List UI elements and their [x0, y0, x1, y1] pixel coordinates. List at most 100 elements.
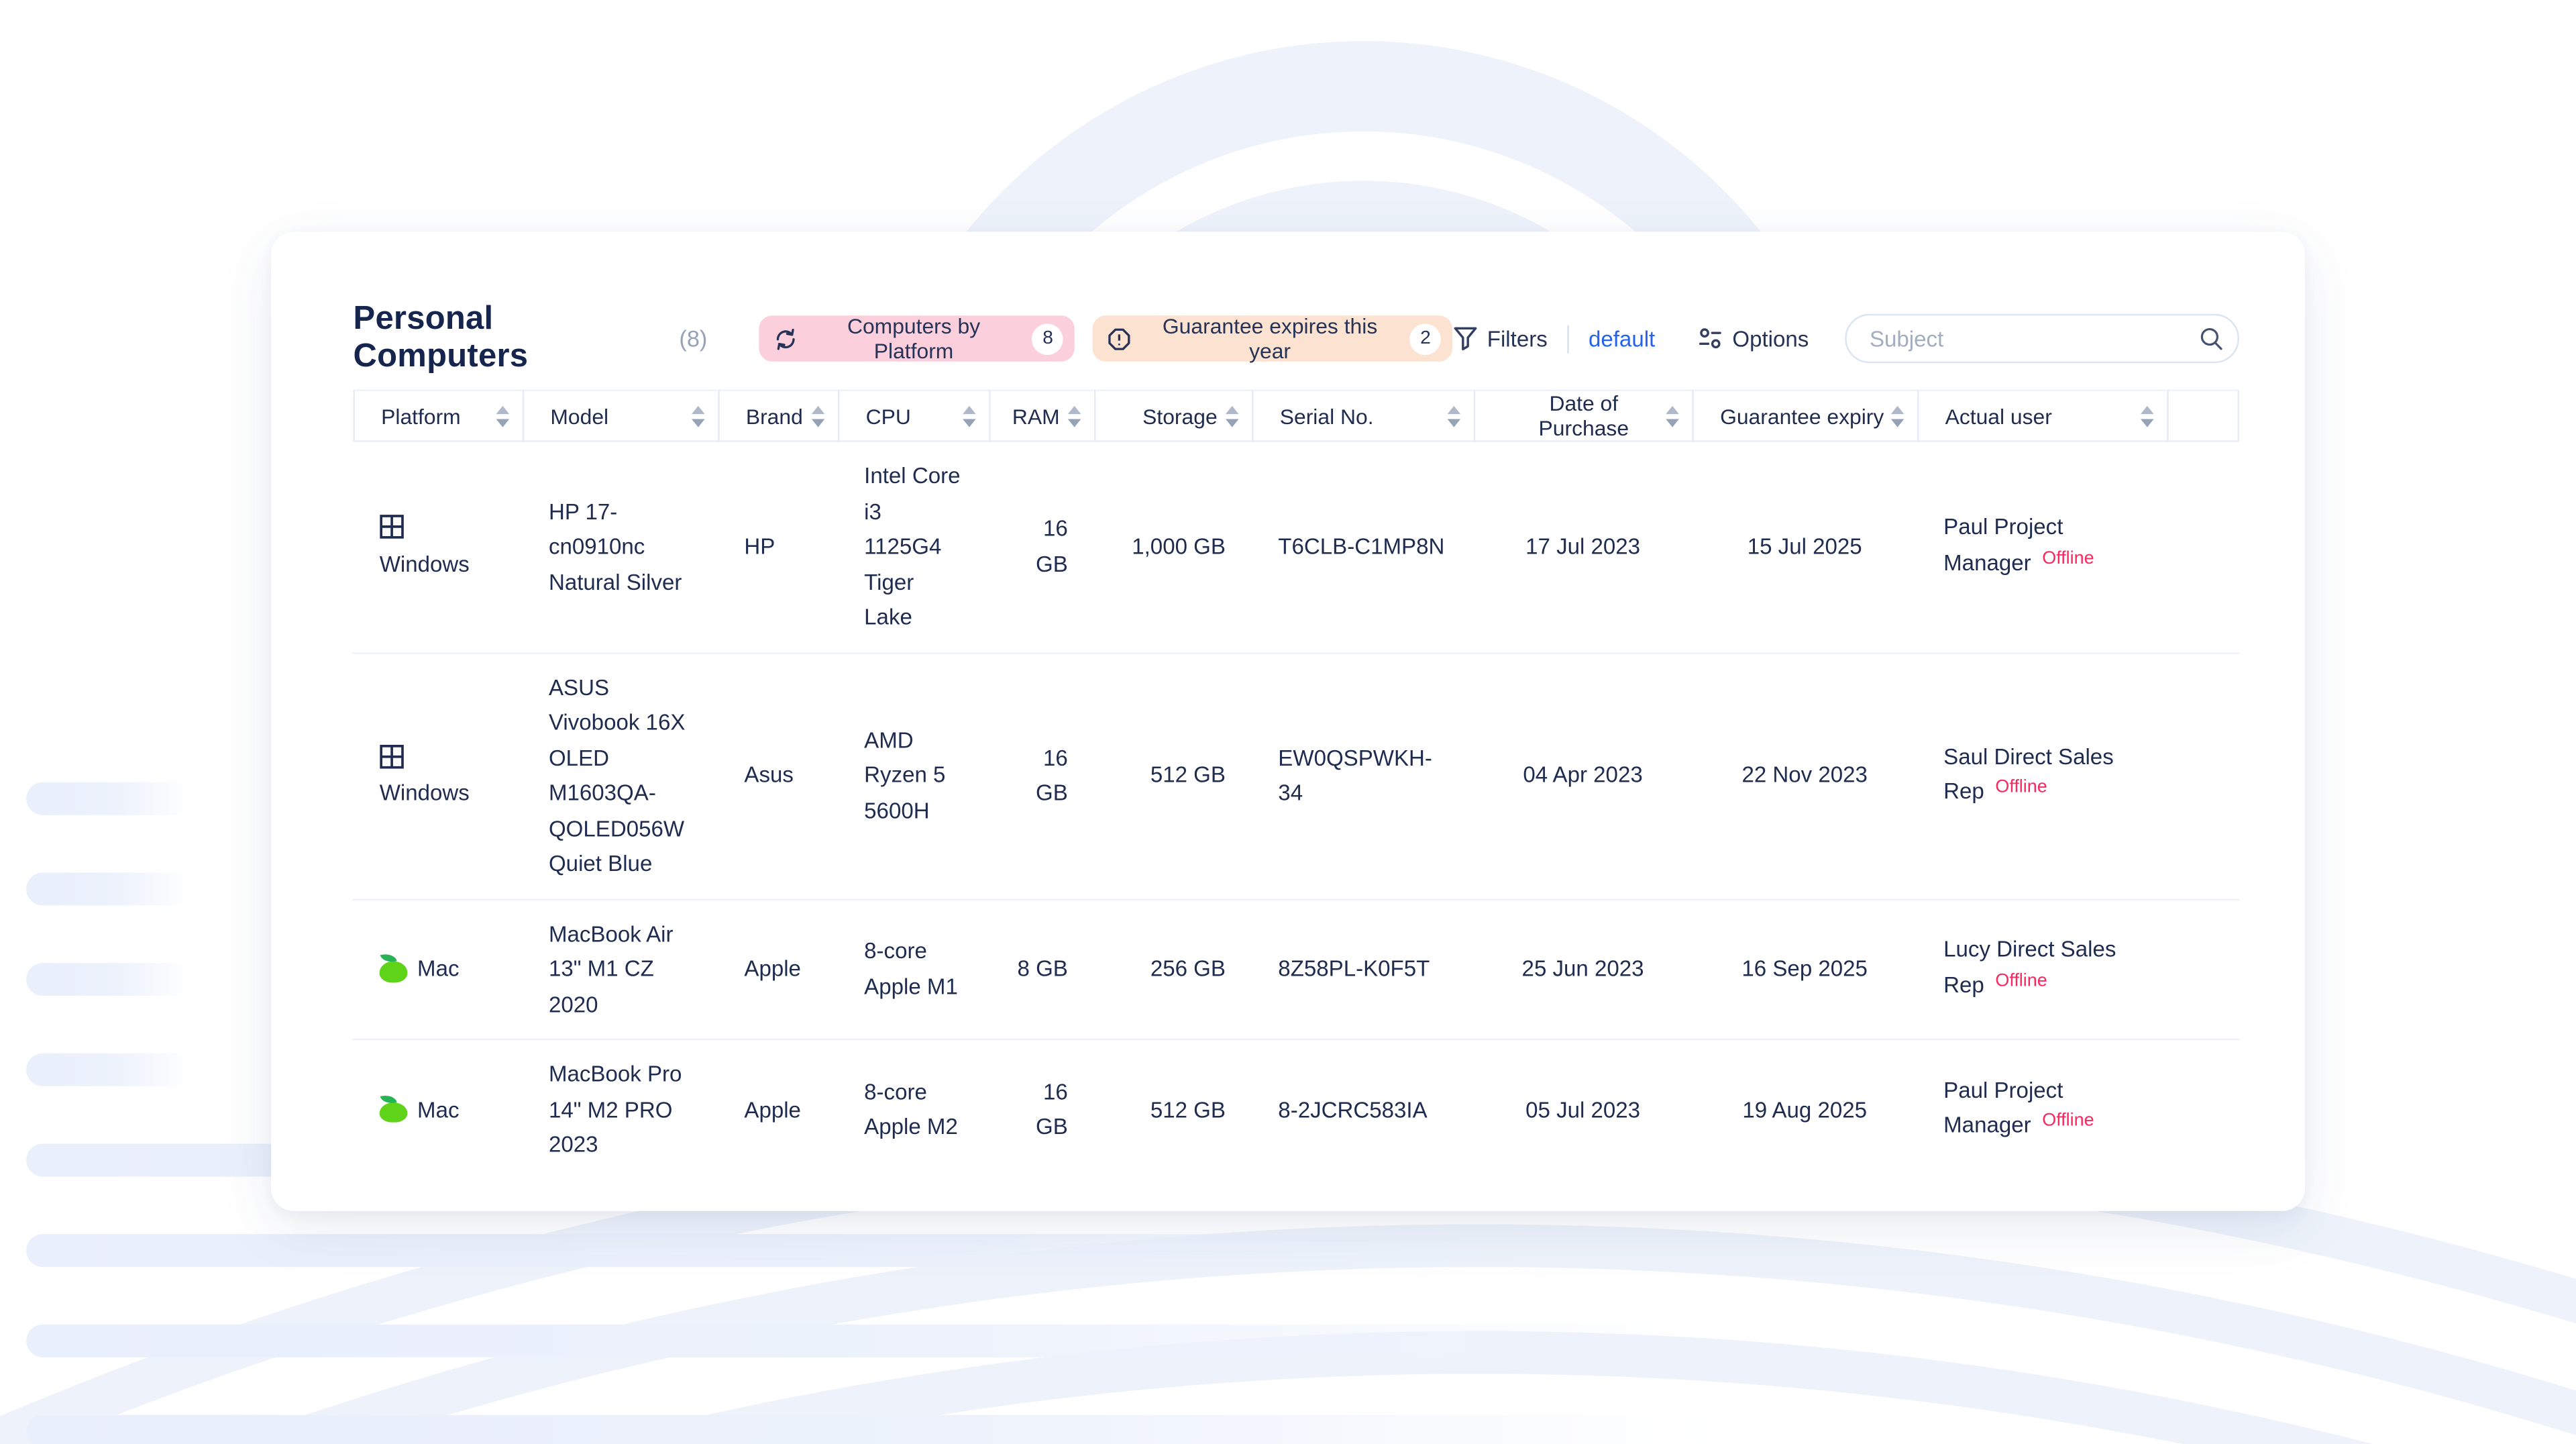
user-name: Paul Project Manager	[1943, 1077, 2063, 1138]
trailing-cell	[2167, 1040, 2239, 1179]
sort-icon	[811, 405, 825, 427]
column-header-serial[interactable]: Serial No.	[1252, 389, 1474, 442]
windows-grid-icon	[380, 743, 404, 768]
apple-icon	[379, 1095, 408, 1123]
column-header-storage[interactable]: Storage	[1094, 389, 1252, 442]
user-cell: Paul Project Manager Offline	[1917, 442, 2167, 654]
model-cell: ASUS Vivobook 16X OLED M1603QA-QOLED056W…	[522, 653, 718, 900]
storage-cell: 256 GB	[1094, 900, 1252, 1041]
guarantee-expiry-cell: 22 Nov 2023	[1692, 653, 1917, 900]
search-icon[interactable]	[2198, 325, 2224, 352]
storage-cell: 512 GB	[1094, 653, 1252, 900]
platform-cell: Windows	[353, 442, 523, 654]
model-cell: HP 17-cn0910nc Natural Silver	[522, 442, 718, 654]
ram-cell: 16 GB	[1036, 1079, 1068, 1139]
column-header-brand[interactable]: Brand	[718, 389, 838, 442]
sort-icon	[692, 405, 705, 427]
search	[1845, 313, 2239, 364]
chip-label: Guarantee expires this year	[1162, 313, 1378, 364]
search-input[interactable]	[1845, 313, 2239, 364]
chip-count-badge: 8	[1032, 323, 1064, 354]
status-badge: Offline	[1995, 777, 2047, 797]
chip-label: Computers by Platform	[847, 313, 981, 364]
sliders-icon	[1700, 328, 1722, 349]
column-header-actual-user[interactable]: Actual user	[1917, 389, 2167, 442]
trailing-cell	[2167, 442, 2239, 654]
column-label: Serial No.	[1279, 403, 1374, 428]
column-label: Model	[550, 403, 609, 428]
brand-cell: Apple	[744, 1096, 801, 1122]
platform-cell: Mac	[353, 900, 523, 1041]
chip-count-badge: 2	[1409, 323, 1442, 354]
divider	[1567, 324, 1569, 353]
table-row[interactable]: Mac MacBook Pro 14" M2 PRO 2023 Apple 8-…	[354, 1040, 2239, 1179]
background-bar	[26, 872, 191, 906]
status-badge: Offline	[2042, 548, 2094, 568]
column-label: Actual user	[1945, 403, 2052, 428]
serial-cell: EW0QSPWKH-34	[1252, 653, 1474, 900]
platform-cell: Windows	[353, 653, 523, 900]
ram-cell: 8 GB	[989, 900, 1095, 1041]
user-cell: Paul Project Manager Offline	[1917, 1040, 2167, 1179]
table-row[interactable]: Mac MacBook Air 13" M1 CZ 2020 Apple 8-c…	[353, 900, 2239, 1041]
record-count: (8)	[679, 325, 708, 352]
model-cell: MacBook Air 13" M1 CZ 2020	[522, 900, 718, 1041]
trailing-cell	[2167, 900, 2239, 1041]
options-button[interactable]: Options	[1698, 325, 1809, 352]
status-badge: Offline	[2042, 1111, 2094, 1131]
ram-cell: 16 GB	[989, 442, 1095, 654]
background-bar	[26, 1234, 1719, 1268]
platform-label: Windows	[379, 780, 470, 806]
user-cell: Saul Direct Sales Rep Offline	[1917, 653, 2167, 900]
column-header-ram[interactable]: RAM	[989, 389, 1095, 442]
storage-cell: 1,000 GB	[1094, 442, 1252, 654]
serial-cell: T6CLB-C1MP8N	[1252, 442, 1474, 654]
sort-icon	[1666, 405, 1679, 427]
sort-icon	[1067, 405, 1081, 427]
cpu-cell: AMD Ryzen 5 5600H	[837, 653, 989, 900]
brand-cell: HP	[718, 442, 838, 654]
cpu-cell: 8-core Apple M1	[837, 900, 989, 1041]
header-row: Platform Model Brand CPU RAM Storage Ser…	[353, 389, 2239, 442]
model-cell: MacBook Pro 14" M2 PRO 2023	[548, 1062, 682, 1157]
purchase-date-cell: 17 Jul 2023	[1473, 442, 1693, 654]
user-name: Paul Project Manager	[1943, 515, 2063, 575]
sort-icon	[963, 405, 976, 427]
column-label: Date of Purchase	[1538, 391, 1629, 441]
chip-guarantee-expires[interactable]: Guarantee expires this year 2	[1093, 313, 1453, 364]
column-header-guarantee-expiry[interactable]: Guarantee expiry	[1692, 389, 1917, 442]
serial-cell: 8-2JCRC583IA	[1278, 1096, 1428, 1122]
background-bar	[26, 1053, 191, 1086]
filters-label: Filters	[1487, 326, 1548, 351]
windows-grid-icon	[380, 515, 404, 539]
computers-table: Platform Model Brand CPU RAM Storage Ser…	[353, 389, 2239, 1179]
table-row[interactable]: Windows HP 17-cn0910nc Natural Silver HP…	[353, 442, 2239, 654]
ram-cell: 16 GB	[989, 653, 1095, 900]
warning-octagon-icon	[1109, 327, 1131, 350]
table-row[interactable]: Windows ASUS Vivobook 16X OLED M1603QA-Q…	[353, 653, 2239, 900]
sort-icon	[496, 405, 510, 427]
status-badge: Offline	[1995, 970, 2047, 991]
funnel-icon	[1454, 327, 1477, 351]
platform-label: Windows	[379, 552, 470, 576]
page-title: Personal Computers	[353, 301, 529, 375]
options-label: Options	[1732, 326, 1809, 351]
sort-icon	[1447, 405, 1461, 427]
purchase-date-cell: 04 Apr 2023	[1473, 653, 1693, 900]
filter-preset-link[interactable]: default	[1588, 326, 1656, 351]
brand-cell: Apple	[718, 900, 838, 1041]
platform-cell: Mac	[354, 1040, 523, 1179]
column-header-platform[interactable]: Platform	[353, 389, 523, 442]
column-label: Platform	[381, 403, 461, 428]
column-label: Storage	[1142, 403, 1218, 428]
column-header-model[interactable]: Model	[522, 389, 718, 442]
column-header-cpu[interactable]: CPU	[837, 389, 989, 442]
cpu-cell: Intel Core i3 1125G4 Tiger Lake	[837, 442, 989, 654]
filters-button[interactable]: Filters	[1452, 325, 1548, 352]
column-header-purchase-date[interactable]: Date of Purchase	[1473, 389, 1693, 442]
user-name: Saul Direct Sales Rep	[1943, 743, 2114, 804]
chip-computers-by-platform[interactable]: Computers by Platform 8	[758, 313, 1075, 364]
apple-icon	[379, 955, 408, 982]
background-bar	[26, 782, 191, 815]
sort-icon	[1225, 405, 1239, 427]
